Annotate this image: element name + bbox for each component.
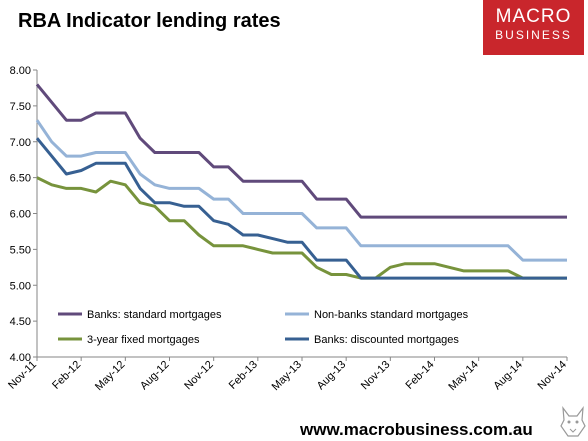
chart-series	[35, 83, 567, 280]
wolf-watermark-icon	[560, 406, 586, 437]
y-tick-label: 8.00	[10, 65, 31, 77]
x-tick-label: Feb-12	[50, 359, 83, 392]
legend-label-3: Banks: discounted mortgages	[314, 334, 459, 346]
legend-label-2: 3-year fixed mortgages	[87, 334, 200, 346]
x-tick-label: May-12	[93, 359, 127, 393]
series-line-0	[35, 83, 567, 219]
y-tick-label: 6.00	[10, 209, 31, 221]
y-tick-label: 4.50	[10, 316, 31, 328]
logo-line-2: BUSINESS	[495, 28, 572, 42]
x-tick-label: May-14	[446, 359, 480, 393]
legend-label-0: Banks: standard mortgages	[87, 309, 222, 321]
logo-line-1: MACRO	[495, 6, 572, 27]
series-line-2	[36, 176, 567, 280]
x-tick-label: Feb-14	[403, 359, 436, 392]
x-tick-label: Aug-13	[315, 359, 349, 393]
y-tick-label: 6.50	[10, 173, 31, 185]
y-tick-label: 5.00	[10, 280, 31, 292]
x-tick-label: May-13	[270, 359, 304, 393]
y-tick-label: 7.00	[10, 137, 31, 149]
y-tick-label: 4.00	[10, 352, 31, 364]
y-tick-label: 7.50	[10, 101, 31, 113]
website-url: www.macrobusiness.com.au	[300, 420, 533, 439]
x-tick-label: Aug-12	[138, 359, 172, 393]
x-tick-label: Nov-14	[536, 359, 570, 393]
x-tick-label: Nov-12	[182, 359, 216, 393]
y-tick-label: 5.50	[10, 244, 31, 256]
x-tick-label: Aug-14	[491, 359, 525, 393]
chart-title: RBA Indicator lending rates	[18, 10, 281, 32]
series-line-3	[35, 137, 567, 280]
chart-legend: Banks: standard mortgages Non-banks stand…	[58, 309, 469, 346]
series-line-1	[35, 119, 567, 262]
legend-label-1: Non-banks standard mortgages	[314, 309, 469, 321]
x-tick-label: Feb-13	[227, 359, 260, 392]
macrobusiness-logo: MACRO BUSINESS	[483, 0, 584, 55]
x-tick-label: Nov-13	[359, 359, 393, 393]
